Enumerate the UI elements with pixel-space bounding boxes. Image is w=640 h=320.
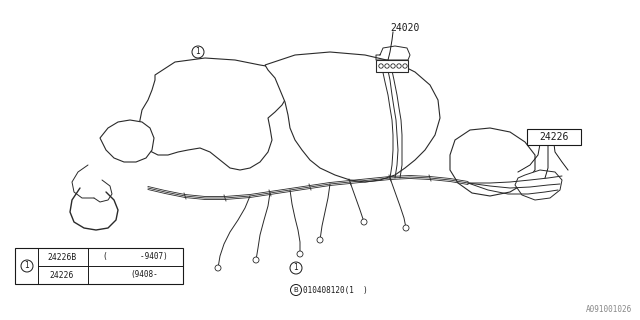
Circle shape	[379, 64, 383, 68]
Circle shape	[391, 64, 396, 68]
Text: 010408120(1  ): 010408120(1 )	[303, 285, 368, 294]
FancyBboxPatch shape	[15, 248, 183, 284]
Polygon shape	[100, 120, 154, 162]
Circle shape	[297, 251, 303, 257]
Circle shape	[403, 64, 407, 68]
Polygon shape	[265, 52, 440, 182]
Circle shape	[397, 64, 401, 68]
Circle shape	[361, 219, 367, 225]
Text: 1: 1	[24, 261, 29, 270]
Text: 1: 1	[196, 47, 200, 57]
Text: A091001026: A091001026	[586, 305, 632, 314]
Text: (       -9407): ( -9407)	[102, 252, 168, 261]
Text: 24226: 24226	[540, 132, 569, 142]
Polygon shape	[138, 58, 290, 170]
Polygon shape	[376, 60, 408, 72]
Circle shape	[253, 257, 259, 263]
Polygon shape	[515, 170, 562, 200]
FancyBboxPatch shape	[527, 129, 581, 145]
Text: (9408-: (9408-	[130, 270, 157, 279]
Text: 24020: 24020	[390, 23, 420, 33]
Circle shape	[215, 265, 221, 271]
Circle shape	[317, 237, 323, 243]
Polygon shape	[450, 128, 535, 196]
Circle shape	[403, 225, 409, 231]
Text: 1: 1	[294, 263, 298, 273]
Text: 24226B: 24226B	[47, 252, 77, 261]
Text: 24226: 24226	[50, 270, 74, 279]
Circle shape	[385, 64, 389, 68]
Text: B: B	[294, 287, 298, 293]
